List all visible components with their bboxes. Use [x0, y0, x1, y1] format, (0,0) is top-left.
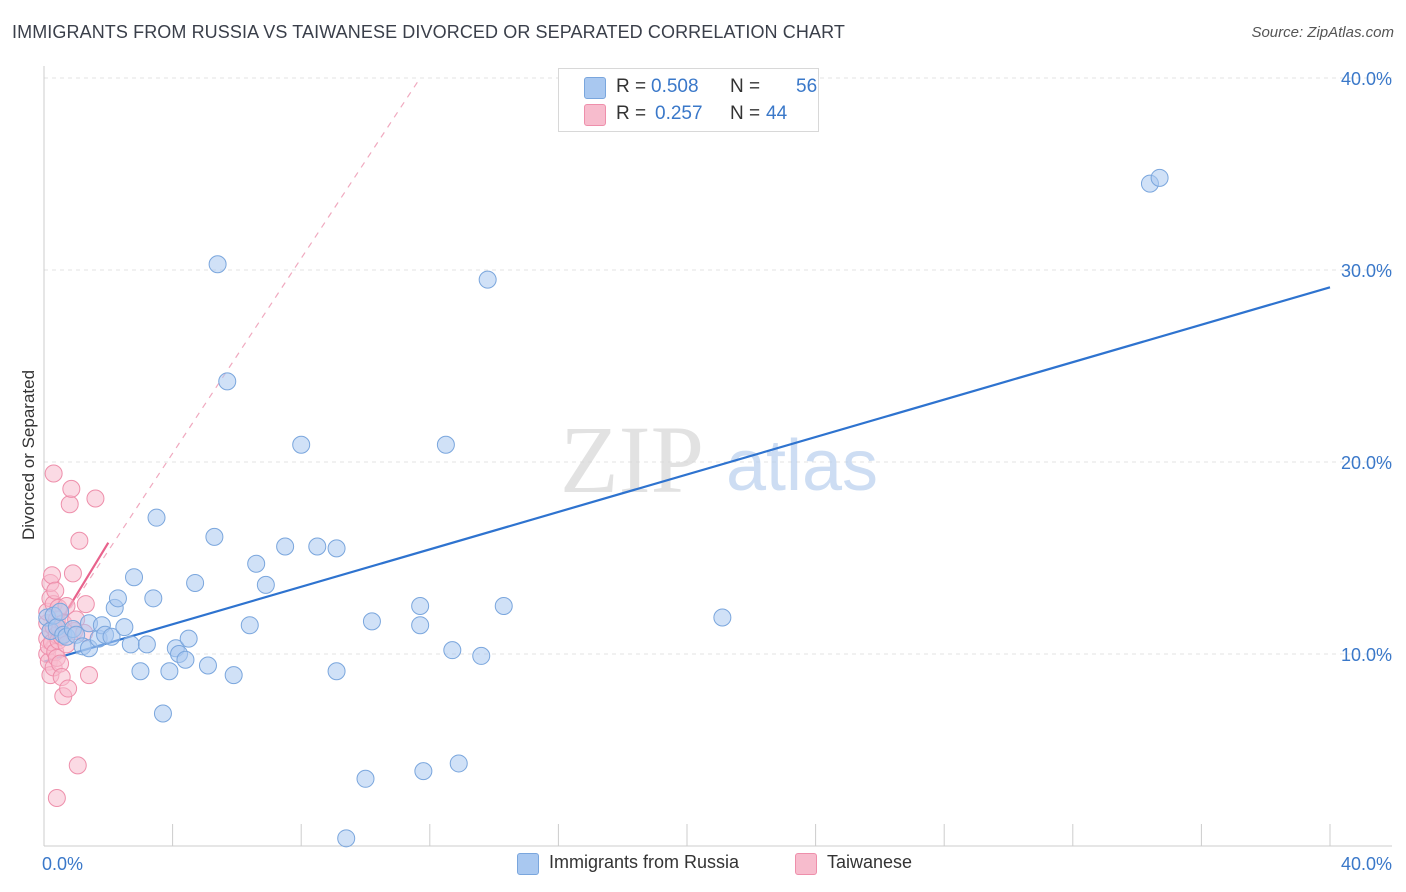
- taiwanese-point: [62, 479, 81, 498]
- taiwanese-legend-label: Taiwanese: [827, 852, 913, 872]
- taiwanese-legend-swatch: [795, 853, 817, 875]
- russia-point: [1150, 168, 1169, 187]
- taiwanese-point: [59, 679, 78, 698]
- taiwanese-point: [44, 464, 63, 483]
- taiwanese-point: [47, 789, 66, 807]
- russia-point: [478, 270, 497, 289]
- russia-point: [256, 575, 275, 594]
- russia-point: [411, 616, 430, 635]
- russia-point: [411, 597, 430, 615]
- y-tick-label: 20.0%: [1341, 453, 1392, 473]
- russia-point: [153, 704, 172, 723]
- taiwanese-r-label: R =: [616, 103, 647, 124]
- russia-point: [443, 641, 462, 660]
- taiwanese-swatch: [584, 104, 606, 126]
- taiwanese-n-label: N =: [730, 103, 761, 124]
- russia-point: [198, 656, 217, 675]
- y-axis-label: Divorced or Separated: [19, 370, 38, 540]
- x-tick-label-min: 0.0%: [42, 854, 83, 874]
- russia-point: [494, 597, 513, 615]
- russia-point: [436, 435, 455, 454]
- taiwanese-point: [70, 531, 89, 550]
- watermark-atlas: atlas: [726, 426, 878, 506]
- y-tick-label: 30.0%: [1341, 261, 1392, 281]
- legend-box: R = 0.508 N = 56 R = 0.257 N = 44: [558, 68, 819, 132]
- taiwanese-point: [60, 495, 79, 514]
- taiwanese-point: [68, 756, 87, 775]
- russia-trend-line: [43, 286, 1331, 663]
- taiwanese-point: [80, 666, 99, 685]
- russia-point: [51, 602, 70, 621]
- russia-point: [121, 635, 140, 654]
- russia-point: [224, 666, 243, 685]
- russia-point: [102, 627, 121, 646]
- russia-point: [160, 662, 179, 681]
- taiwanese-n-value: 44: [766, 103, 788, 124]
- russia-point: [125, 568, 144, 587]
- taiwanese-point: [86, 489, 105, 508]
- watermark-zip: ZIP: [560, 406, 704, 513]
- trend-lines: [43, 77, 1331, 663]
- russia-point: [144, 589, 163, 608]
- russia-point: [362, 612, 381, 631]
- russia-point: [115, 618, 134, 637]
- russia-point: [218, 372, 237, 391]
- x-tick-label-max: 40.0%: [1341, 854, 1392, 874]
- russia-point: [713, 608, 732, 627]
- russia-point: [186, 573, 205, 592]
- russia-point: [108, 589, 127, 608]
- russia-r-label: R =: [616, 76, 647, 97]
- russia-point: [240, 616, 259, 635]
- russia-n-label: N =: [730, 76, 761, 97]
- russia-point: [356, 769, 375, 788]
- y-tick-label: 40.0%: [1341, 69, 1392, 89]
- taiwanese-point: [43, 566, 62, 585]
- russia-point: [308, 537, 327, 556]
- taiwanese-point: [76, 595, 95, 614]
- russia-point: [337, 829, 356, 848]
- russia-point: [327, 539, 346, 558]
- russia-point: [449, 754, 468, 773]
- taiwanese-point: [46, 581, 65, 600]
- russia-point: [292, 435, 311, 454]
- chart-title: IMMIGRANTS FROM RUSSIA VS TAIWANESE DIVO…: [12, 22, 845, 42]
- russia-point: [131, 662, 150, 681]
- taiwanese-r-value: 0.257: [655, 103, 703, 124]
- watermark: ZIP atlas: [560, 406, 878, 513]
- russia-n-value: 56: [796, 76, 818, 97]
- russia-point: [276, 537, 295, 556]
- source-label: Source: ZipAtlas.com: [1251, 24, 1394, 41]
- russia-point: [137, 635, 156, 654]
- taiwanese-point: [63, 564, 82, 583]
- russia-points: [38, 168, 1169, 848]
- russia-swatch: [584, 77, 606, 99]
- russia-point: [179, 629, 198, 648]
- russia-point: [472, 646, 491, 665]
- axes: [43, 66, 1392, 847]
- russia-point: [247, 554, 266, 573]
- russia-point: [176, 650, 195, 669]
- russia-legend-label: Immigrants from Russia: [549, 852, 740, 872]
- gridlines: [44, 77, 1392, 655]
- russia-point: [208, 255, 227, 274]
- russia-r-value: 0.508: [651, 76, 699, 97]
- taiwanese-trend-extension: [43, 77, 421, 649]
- tick-labels: 10.0% 20.0% 30.0% 40.0% 0.0% 40.0%: [42, 69, 1392, 874]
- russia-point: [147, 508, 166, 527]
- russia-point: [414, 762, 433, 781]
- russia-point: [205, 527, 224, 546]
- y-tick-label: 10.0%: [1341, 645, 1392, 665]
- russia-legend-swatch: [517, 853, 539, 875]
- russia-point: [327, 662, 346, 681]
